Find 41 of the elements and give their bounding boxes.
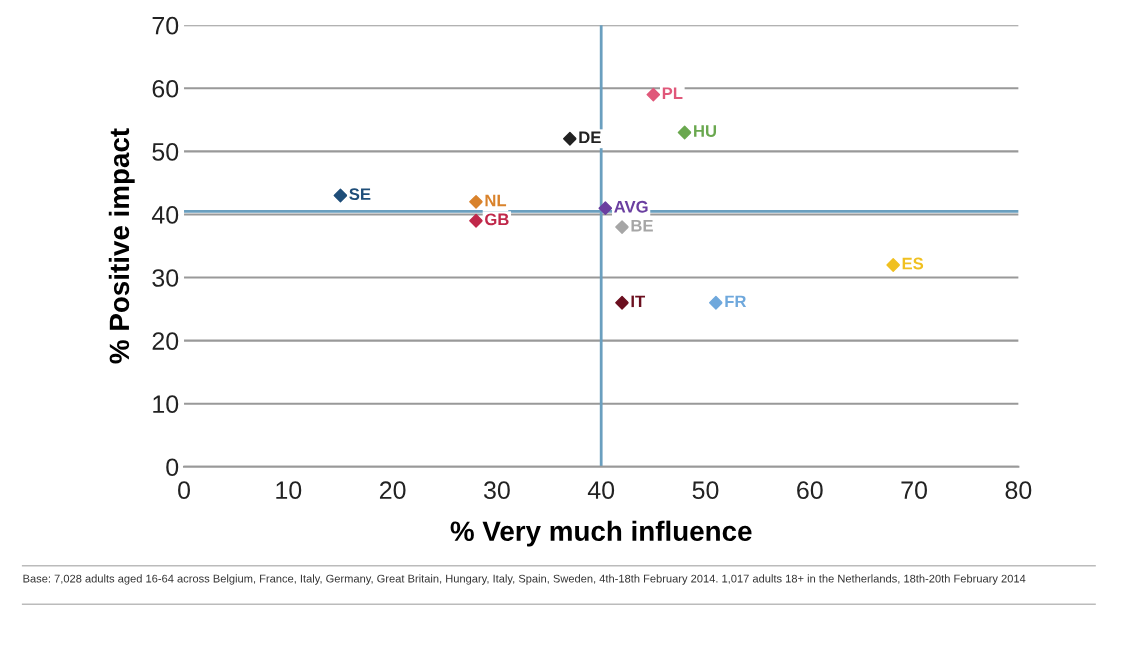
x-tick-label: 80 [1005, 481, 1032, 500]
x-axis-title: % Very much influence [450, 520, 752, 547]
series-label: ES [902, 257, 924, 270]
point [646, 87, 661, 102]
x-tick-label: 10 [276, 481, 302, 500]
point [886, 258, 901, 272]
series-label: NL [485, 194, 507, 207]
point [615, 295, 629, 310]
text: Base: 7,028 adults aged 16-64 across Belgium, France, Italy, Germany, Great Britain, Hungary, Italy, Spain, Sweden, 4th-18th February 2014. 1,017 adults 18+ in the Netherlands, 18th-20th February 2014 [23, 574, 1026, 585]
series-label: BE [631, 219, 653, 232]
x-tick-label: 20 [379, 481, 406, 500]
y-tick-label: 20 [152, 332, 179, 350]
x-tick-label: 30 [483, 481, 510, 500]
x-tick-label: 70 [901, 481, 927, 500]
series-label: FR [725, 295, 747, 308]
x-tick-label: 40 [587, 481, 615, 500]
series-label: HU [694, 125, 717, 137]
series-label: DE [579, 131, 601, 144]
y-tick-label: 60 [152, 79, 179, 98]
x-tick-label: 60 [797, 481, 823, 500]
point [562, 131, 577, 146]
point [469, 194, 483, 209]
point [333, 188, 348, 203]
y-tick-label: 10 [153, 395, 179, 414]
series-label: SE [349, 188, 371, 201]
point [677, 125, 692, 140]
y-tick-label: 30 [152, 269, 179, 287]
point [598, 201, 613, 216]
series-label: AVG [614, 200, 648, 213]
y-tick-label: 70 [152, 16, 179, 35]
y-tick-label: 40 [151, 206, 179, 224]
y-axis-title: % Positive impact [108, 128, 135, 364]
point [469, 213, 483, 228]
series-label: PL [662, 87, 683, 99]
point [709, 295, 723, 310]
x-tick-label: 50 [692, 481, 719, 500]
series-label: IT [631, 295, 646, 308]
y-tick-label: 50 [152, 142, 179, 161]
series-label: GB [485, 213, 509, 226]
point [615, 220, 629, 234]
y-tick-label: 0 [166, 458, 179, 477]
